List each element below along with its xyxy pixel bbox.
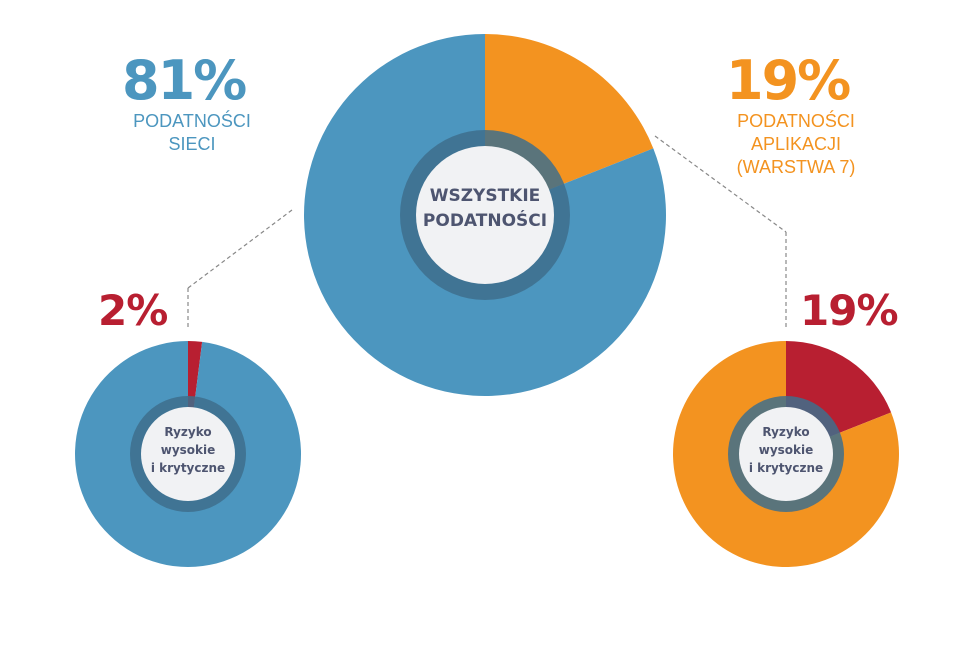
right-sub-center-line2: wysokie: [758, 443, 814, 457]
left-sub-center-line1: Ryzyko: [164, 425, 212, 439]
left-donut-hole: [141, 407, 235, 501]
connector-left: [187, 209, 293, 289]
right-sub-center-line3: i krytyczne: [748, 461, 824, 475]
left-sub-center-label: Ryzyko wysokie i krytyczne: [138, 423, 238, 477]
network-label-line2: SIECI: [168, 134, 216, 154]
application-percent: 19%: [726, 49, 851, 112]
left-sub-percent: 2%: [98, 286, 168, 335]
network-label-line1: PODATNOŚCI: [133, 111, 251, 131]
main-center-label-line1: WSZYSTKIE: [429, 186, 541, 206]
left-sub-center-line3: i krytyczne: [150, 461, 226, 475]
network-label: PODATNOŚCI SIECI: [112, 110, 272, 156]
main-donut-hole: [416, 146, 554, 284]
connector-right: [654, 135, 787, 233]
main-center-label-line2: PODATNOŚCI: [422, 211, 548, 231]
left-sub-center-line2: wysokie: [160, 443, 216, 457]
application-label: PODATNOŚCI APLIKACJI (WARSTWA 7): [715, 110, 877, 179]
application-label-line1: PODATNOŚCI: [737, 111, 855, 131]
main-center-label: WSZYSTKIE PODATNOŚCI: [405, 184, 565, 234]
application-label-line2: APLIKACJI: [750, 134, 842, 154]
right-sub-center-label: Ryzyko wysokie i krytyczne: [736, 423, 836, 477]
donut-right: [672, 340, 899, 567]
application-label-line3: (WARSTWA 7): [736, 157, 856, 177]
right-donut-hole: [739, 407, 833, 501]
network-percent: 81%: [122, 49, 247, 112]
donut-main: [304, 34, 667, 396]
right-sub-center-line1: Ryzyko: [762, 425, 810, 439]
donut-left: [75, 341, 302, 567]
right-sub-percent: 19%: [800, 286, 899, 335]
